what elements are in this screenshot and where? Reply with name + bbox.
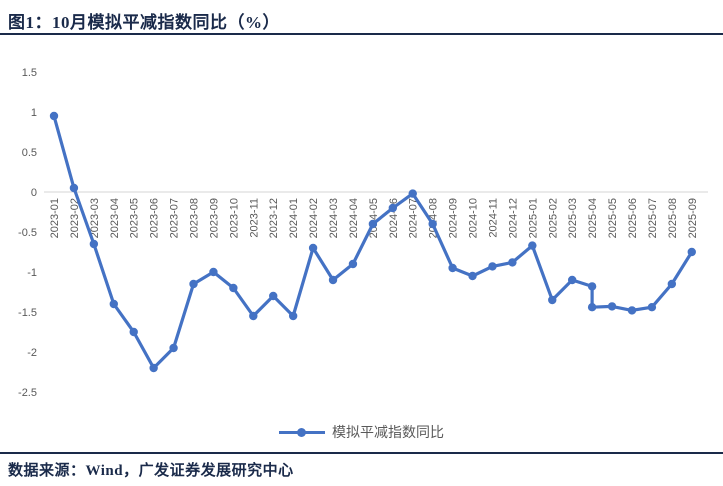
x-axis-tick-label: 2025-07: [647, 198, 659, 238]
y-axis-tick-label: -1.5: [18, 307, 37, 319]
data-point-marker: [89, 239, 99, 249]
y-axis-tick-label: -2.5: [18, 387, 37, 399]
legend-series-label: 模拟平减指数同比: [332, 424, 444, 440]
data-point-marker: [587, 303, 597, 312]
data-point-marker: [49, 111, 59, 121]
data-point-marker: [249, 311, 258, 321]
x-axis-tick-label: 2025-09: [687, 198, 699, 238]
data-point-marker: [607, 302, 617, 311]
data-point-marker: [328, 275, 338, 285]
data-point-marker: [548, 295, 557, 305]
x-axis-tick-label: 2023-09: [208, 198, 220, 238]
x-axis-tick-label: 2024-07: [408, 198, 420, 238]
data-point-marker: [627, 306, 637, 315]
data-point-marker: [528, 241, 537, 250]
data-point-marker: [69, 183, 79, 193]
x-axis-tick-label: 2025-02: [547, 198, 559, 238]
data-point-marker: [368, 219, 378, 229]
data-point-marker: [229, 283, 238, 293]
data-point-marker: [189, 279, 198, 289]
footer-divider: [0, 452, 723, 454]
data-point-marker: [269, 291, 278, 301]
series-line: [52, 114, 694, 370]
data-point-marker: [209, 267, 218, 277]
y-axis-tick-label: 1: [31, 107, 37, 119]
data-point-marker: [508, 258, 517, 267]
x-axis-tick-label: 2023-03: [89, 198, 101, 238]
data-point-marker: [129, 327, 138, 337]
x-axis-tick-label: 2023-12: [268, 198, 280, 238]
data-point-marker: [149, 363, 158, 373]
x-axis-tick-label: 2024-03: [328, 198, 340, 238]
data-point-marker: [388, 203, 398, 213]
title-divider: [0, 33, 723, 35]
x-axis-tick-label: 2025-01: [527, 198, 539, 238]
data-point-marker: [687, 247, 696, 257]
x-axis-tick-label: 2023-05: [129, 198, 141, 238]
data-point-marker: [308, 243, 318, 253]
data-point-marker: [567, 275, 577, 285]
x-axis-tick-label: 2024-11: [487, 198, 499, 238]
x-axis-tick-label: 2024-10: [468, 198, 480, 238]
data-point-marker: [428, 219, 437, 229]
x-axis-tick-label: 2023-02: [69, 198, 81, 238]
x-axis-tick-label: 2024-01: [288, 198, 300, 238]
data-point-marker: [468, 271, 477, 281]
x-axis-tick-label: 2025-06: [627, 198, 639, 238]
x-axis-tick-label: 2023-04: [109, 198, 121, 238]
legend-line-marker-icon: [279, 427, 325, 437]
data-point-marker: [488, 262, 497, 271]
x-axis-tick-label: 2023-07: [169, 198, 181, 238]
chart-legend: 模拟平减指数同比: [0, 422, 723, 442]
data-point-marker: [109, 299, 118, 309]
data-point-marker: [448, 263, 457, 273]
data-point-marker: [348, 259, 358, 269]
line-chart: 1.5 1 0.5 0 -0.5 -1 -1.5 -2 -2.5 2023-01 2023-02 20…: [0, 36, 723, 416]
data-point-marker: [647, 303, 657, 312]
x-axis-tick-label: 2023-10: [228, 198, 240, 238]
x-axis-tick-label: 2023-08: [189, 198, 201, 238]
x-axis-tick-label: 2024-04: [348, 198, 360, 238]
y-axis-tick-label: 0: [31, 187, 37, 199]
data-source-note: 数据来源：Wind，广发证券发展研究中心: [8, 463, 294, 479]
x-axis-tick-label: 2025-04: [587, 198, 599, 238]
y-axis-tick-label: -1: [27, 267, 37, 279]
y-axis-tick-label: -0.5: [18, 227, 37, 239]
chart-canvas: 1.5 1 0.5 0 -0.5 -1 -1.5 -2 -2.5 2023-01 2023-02 20…: [18, 67, 708, 399]
y-axis-tick-label: 0.5: [22, 147, 37, 159]
x-axis-tick-label: 2023-01: [49, 198, 61, 238]
figure-title: 图1：10月模拟平减指数同比（%）: [8, 13, 280, 32]
x-axis-tick-label: 2025-08: [667, 198, 679, 238]
y-axis-tick-label: -2: [27, 347, 37, 359]
y-axis-tick-label: 1.5: [22, 67, 37, 79]
x-axis-tick-label: 2024-09: [448, 198, 460, 238]
x-axis-tick-label: 2024-02: [308, 198, 320, 238]
data-point-marker: [667, 279, 677, 289]
x-axis-tick-label: 2023-11: [248, 198, 260, 238]
x-axis-tick-label: 2023-06: [149, 198, 161, 238]
x-axis-tick-label: 2025-05: [607, 198, 619, 238]
data-point-marker: [288, 311, 298, 321]
x-axis-tick-label: 2024-08: [428, 198, 440, 238]
data-point-marker: [169, 343, 178, 353]
x-axis-tick-label: 2025-03: [567, 198, 579, 238]
data-point-marker: [587, 282, 597, 291]
data-point-marker: [408, 189, 417, 198]
x-axis-tick-label: 2024-12: [507, 198, 519, 238]
